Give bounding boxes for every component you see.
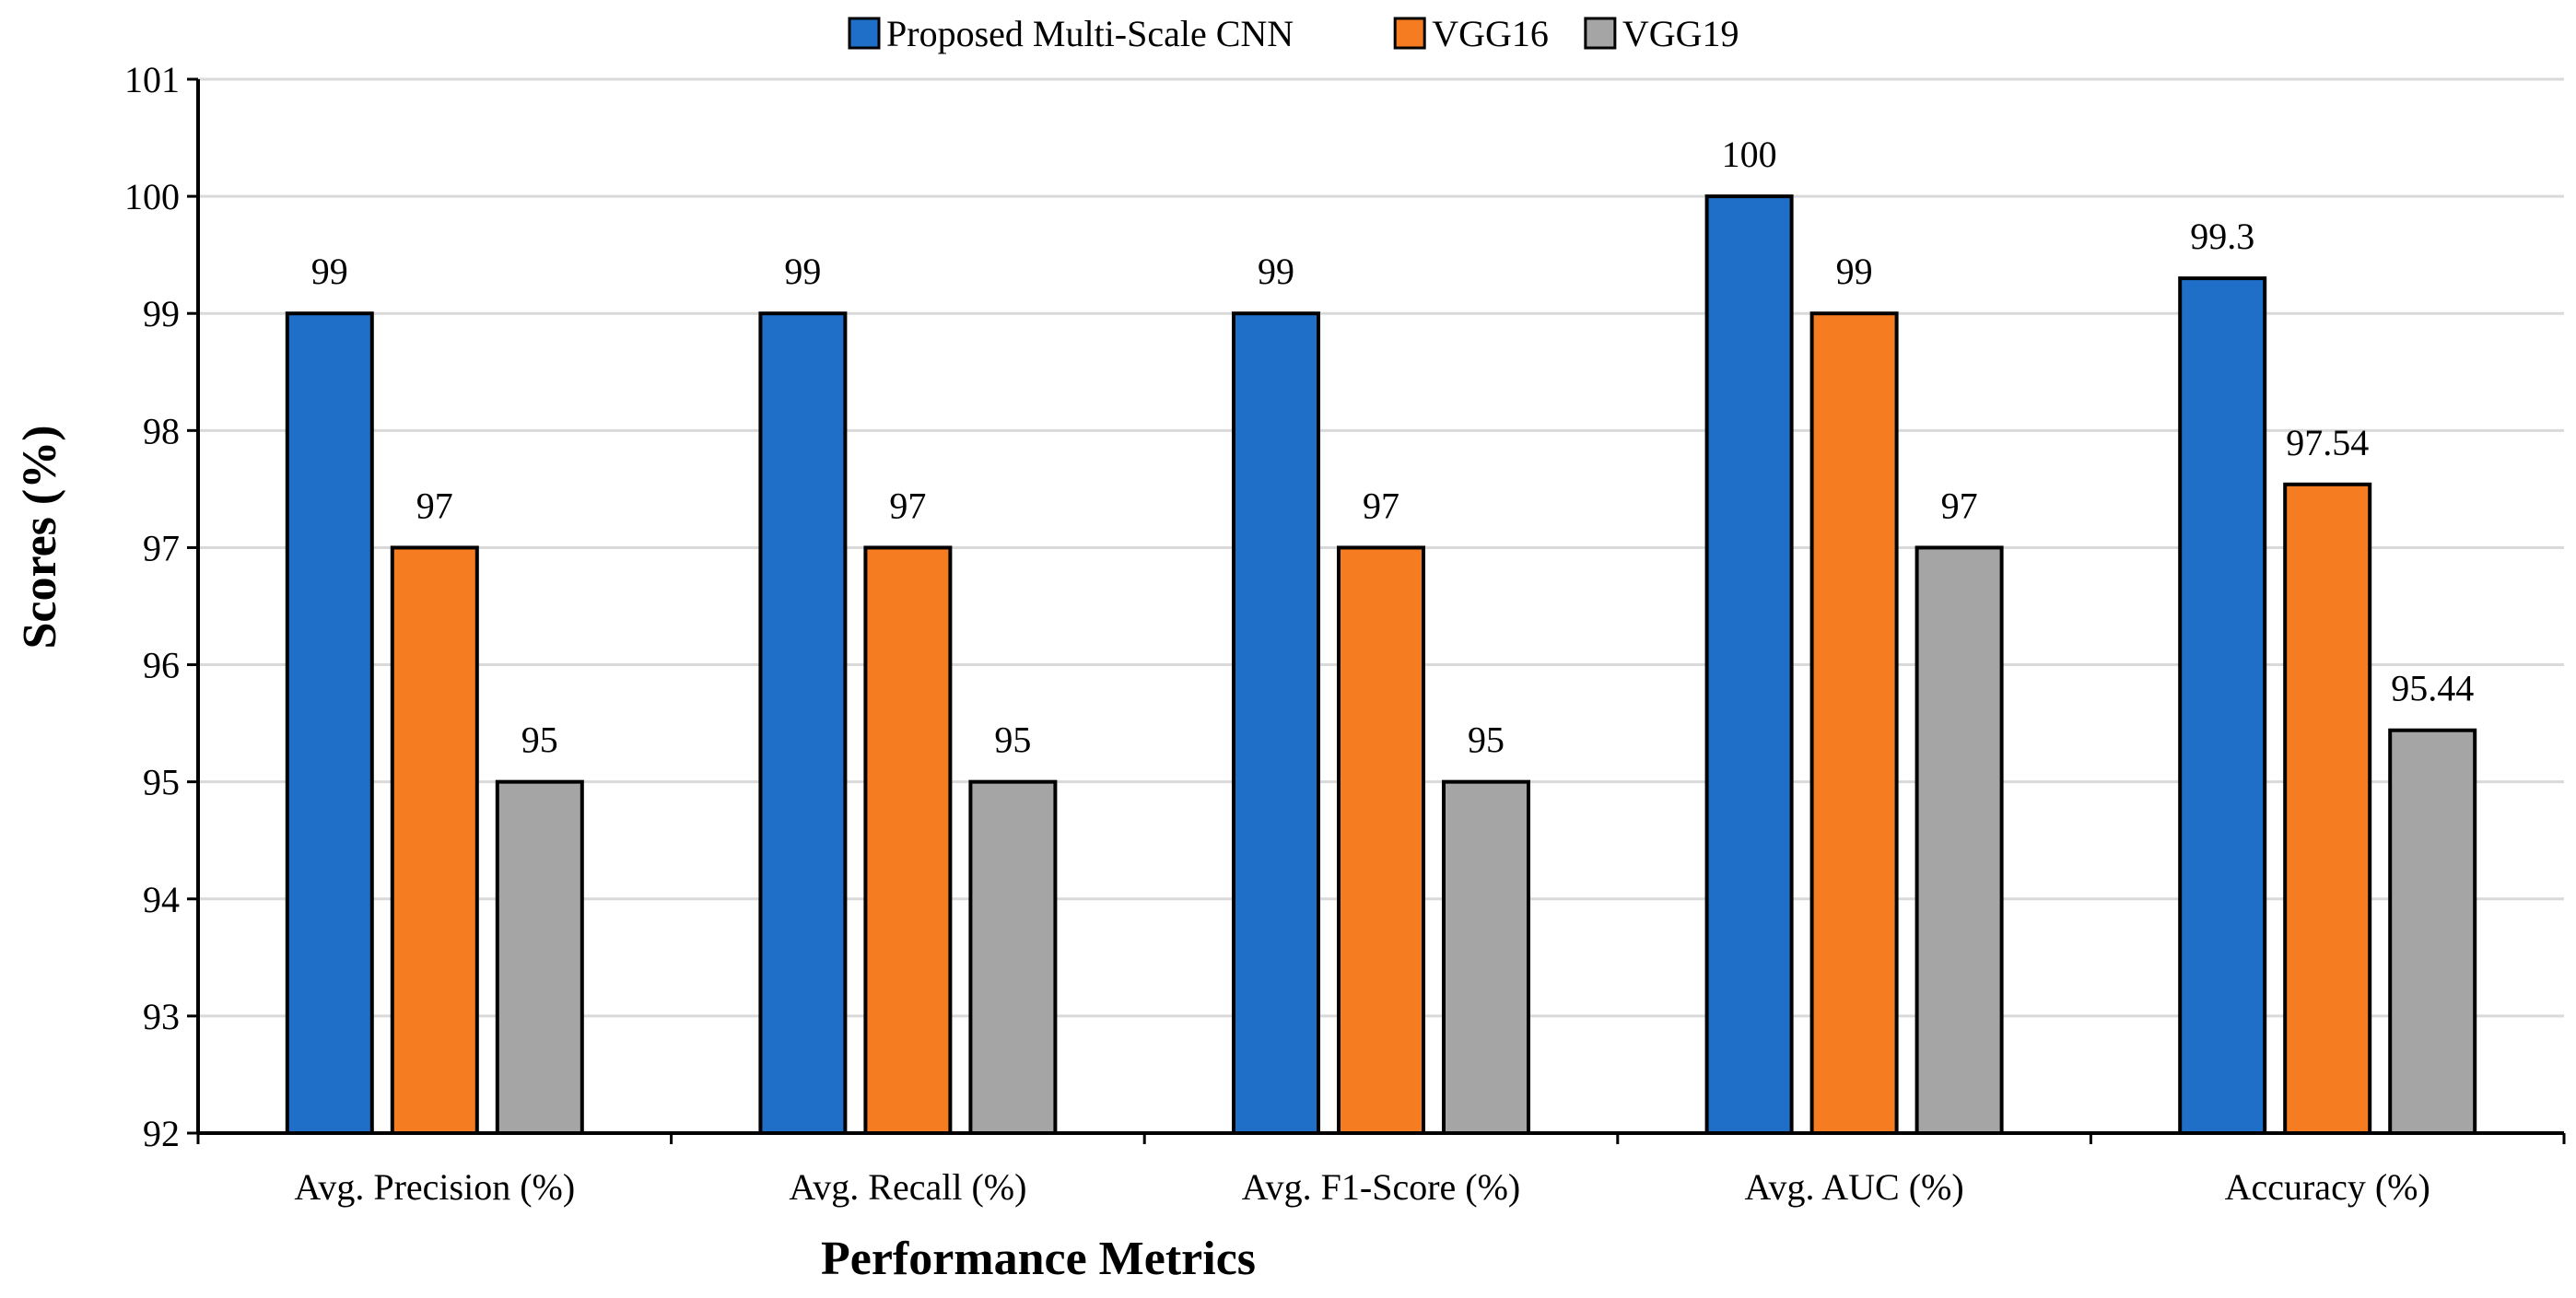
data-label: 95	[521, 719, 558, 761]
x-category-label: Avg. Precision (%)	[294, 1166, 575, 1208]
data-label: 97	[889, 485, 926, 526]
x-category-label: Avg. AUC (%)	[1745, 1166, 1964, 1208]
legend-swatch	[1393, 17, 1426, 50]
legend-item: VGG16	[1393, 13, 1549, 54]
bar-proposed-multi-scale-cnn-4	[2178, 276, 2267, 1136]
data-label: 97	[416, 485, 453, 526]
x-category-label: Avg. F1-Score (%)	[1242, 1166, 1521, 1208]
bar-proposed-multi-scale-cnn-1	[758, 311, 848, 1135]
data-label: 95.44	[2391, 668, 2474, 709]
y-tick-label: 98	[143, 410, 180, 451]
bar-vgg19-2	[1442, 779, 1530, 1136]
bar-vgg19-0	[495, 779, 584, 1136]
bar-proposed-multi-scale-cnn-0	[285, 311, 374, 1135]
legend-label: VGG19	[1622, 13, 1739, 54]
data-label: 95	[994, 719, 1031, 761]
legend-label: VGG16	[1432, 13, 1549, 54]
legend-item: VGG19	[1584, 13, 1739, 54]
y-tick-label: 96	[143, 645, 180, 686]
data-label: 97	[1941, 485, 1978, 526]
data-label: 97.54	[2286, 422, 2369, 463]
data-label: 99	[784, 251, 821, 292]
bar-vgg16-1	[863, 545, 953, 1135]
legend: Proposed Multi-Scale CNN VGG16 VGG19	[848, 13, 1739, 54]
data-label: 99	[311, 251, 348, 292]
bar-vgg19-3	[1914, 545, 2004, 1135]
x-axis-title: Performance Metrics	[821, 1233, 1256, 1285]
legend-item: Proposed Multi-Scale CNN	[848, 13, 1294, 54]
legend-label: Proposed Multi-Scale CNN	[886, 13, 1294, 54]
bars	[285, 194, 2477, 1136]
data-label: 99	[1258, 251, 1294, 292]
y-tick-label: 95	[143, 762, 180, 803]
y-tick-label: 100	[124, 176, 180, 217]
x-category-label: Avg. Recall (%)	[789, 1166, 1026, 1208]
legend-swatch	[848, 17, 881, 50]
bar-vgg19-4	[2388, 728, 2477, 1135]
data-label: 100	[1722, 134, 1777, 175]
bar-vgg16-4	[2283, 482, 2372, 1135]
legend-swatch	[1584, 17, 1617, 50]
labels: 92 93 94 95 96 97 98 99 100 101 99 97 95 Avg. Precisi…	[124, 59, 2474, 1208]
bar-proposed-multi-scale-cnn-2	[1232, 311, 1320, 1135]
y-tick-label: 92	[143, 1113, 180, 1154]
y-tick-label: 99	[143, 293, 180, 334]
axes	[187, 77, 2566, 1144]
y-tick-label: 101	[124, 59, 180, 100]
bar-proposed-multi-scale-cnn-3	[1704, 194, 1794, 1136]
bar-vgg16-0	[390, 545, 479, 1135]
bar-vgg19-1	[968, 779, 1058, 1136]
data-label: 97	[1363, 485, 1399, 526]
y-axis-title: Scores (%)	[14, 425, 66, 649]
bar-vgg16-3	[1809, 311, 1899, 1135]
x-category-label: Accuracy (%)	[2225, 1166, 2430, 1208]
data-label: 95	[1468, 719, 1505, 761]
y-tick-label: 97	[143, 527, 180, 568]
y-tick-label: 94	[143, 879, 180, 920]
data-label: 99	[1836, 251, 1873, 292]
data-label: 99.3	[2190, 216, 2254, 257]
y-tick-label: 93	[143, 996, 180, 1037]
bar-vgg16-2	[1337, 545, 1425, 1135]
